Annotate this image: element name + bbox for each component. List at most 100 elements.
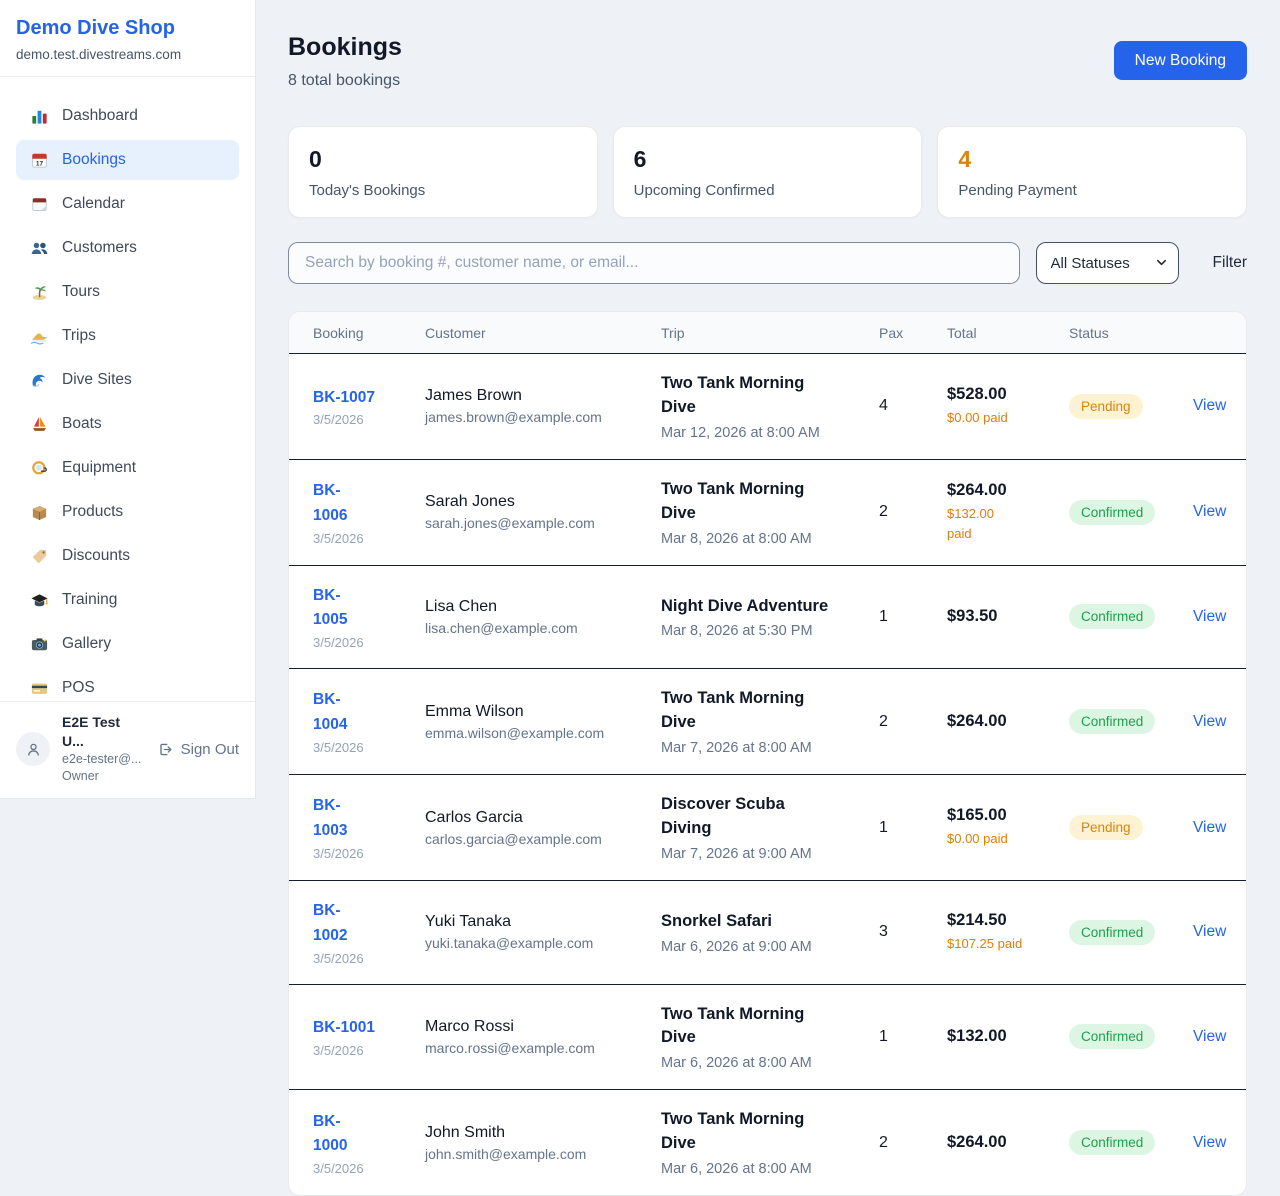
view-link[interactable]: View <box>1193 818 1227 836</box>
stat-value: 0 <box>309 146 322 172</box>
booking-id-link[interactable]: BK- 1004 <box>313 691 348 734</box>
status-badge: Confirmed <box>1069 604 1156 630</box>
svg-text:17: 17 <box>36 160 44 167</box>
sidebar-item-training[interactable]: Training <box>16 580 239 620</box>
people-icon <box>30 239 49 258</box>
person-icon <box>27 743 39 756</box>
paid-amount: $107.25 paid <box>947 936 1023 952</box>
total-amount: $264.00 <box>947 481 1007 500</box>
trip-name: Two Tank Morning Dive <box>661 374 805 416</box>
island-icon <box>30 283 49 302</box>
sidebar-item-label: Dashboard <box>62 107 138 124</box>
customer-email: lisa.chen@example.com <box>425 619 578 636</box>
table-row: BK- 1005 3/5/2026 Lisa Chen lisa.chen@ex… <box>289 566 1246 670</box>
booking-date: 3/5/2026 <box>313 412 364 428</box>
sidebar-item-dive-sites[interactable]: Dive Sites <box>16 360 239 400</box>
booking-id-link[interactable]: BK- 1000 <box>313 1112 348 1155</box>
column-header-booking: Booking <box>313 324 364 341</box>
booking-date: 3/5/2026 <box>313 1042 364 1058</box>
filter-button[interactable]: Filter <box>1212 254 1247 271</box>
stat-card: 6 Upcoming Confirmed <box>612 126 923 218</box>
total-amount: $264.00 <box>947 1133 1007 1152</box>
total-amount: $264.00 <box>947 712 1007 731</box>
sidebar-item-customers[interactable]: Customers <box>16 228 239 268</box>
sidebar-item-discounts[interactable]: Discounts <box>16 536 239 576</box>
view-link[interactable]: View <box>1193 1133 1227 1151</box>
sidebar-item-pos[interactable]: POS <box>16 668 239 708</box>
sidebar-item-equipment[interactable]: Equipment <box>16 448 239 488</box>
sign-out-label: Sign Out <box>180 740 239 758</box>
view-link[interactable]: View <box>1193 503 1227 521</box>
sidebar: Demo Dive Shop demo.test.divestreams.com… <box>0 0 256 799</box>
sidebar-item-tours[interactable]: Tours <box>16 272 239 312</box>
sidebar-item-trips[interactable]: Trips <box>16 316 239 356</box>
pax-count: 1 <box>879 818 888 836</box>
view-link[interactable]: View <box>1193 397 1227 415</box>
stat-value: 6 <box>633 146 647 172</box>
sidebar-item-gallery[interactable]: Gallery <box>16 624 239 664</box>
sign-out-button[interactable]: Sign Out <box>157 741 239 758</box>
dive-mask-icon <box>30 459 49 478</box>
booking-id-link[interactable]: BK- 1005 <box>313 586 348 629</box>
search-input[interactable] <box>288 242 1020 284</box>
booking-id-link[interactable]: BK-1007 <box>313 388 376 406</box>
booking-id-link[interactable]: BK- 1003 <box>313 797 348 840</box>
status-badge: Confirmed <box>1069 1130 1156 1156</box>
brand-name[interactable]: Demo Dive Shop <box>16 17 175 39</box>
trip-time: Mar 12, 2026 at 8:00 AM <box>661 424 820 441</box>
pax-count: 1 <box>879 607 888 625</box>
sidebar-item-label: Bookings <box>62 151 126 168</box>
package-icon <box>30 503 49 522</box>
page-title: Bookings <box>288 33 402 61</box>
customer-name: Emma Wilson <box>425 702 524 720</box>
customer-name: Lisa Chen <box>425 597 498 615</box>
pax-count: 2 <box>879 503 888 521</box>
status-select[interactable]: All Statuses <box>1035 242 1179 284</box>
booking-id-link[interactable]: BK-1001 <box>313 1019 376 1037</box>
stats-row: 0 Today's Bookings 6 Upcoming Confirmed … <box>288 126 1248 218</box>
status-badge: Confirmed <box>1069 919 1156 945</box>
column-header-trip: Trip <box>661 324 685 341</box>
booking-id-link[interactable]: BK- 1002 <box>313 901 348 944</box>
booking-date: 3/5/2026 <box>313 845 364 861</box>
status-badge: Confirmed <box>1069 1024 1156 1050</box>
view-link[interactable]: View <box>1193 1027 1227 1045</box>
table-row: BK- 1006 3/5/2026 Sarah Jones sarah.jone… <box>289 460 1246 566</box>
sidebar-item-dashboard[interactable]: Dashboard <box>16 96 239 136</box>
sign-out-icon <box>159 743 172 756</box>
tag-icon <box>30 547 49 566</box>
bar-chart-icon <box>30 107 49 126</box>
camera-icon <box>30 635 49 654</box>
sidebar-item-bookings[interactable]: 17 Bookings <box>16 140 239 180</box>
new-booking-button[interactable]: New Booking <box>1113 41 1247 80</box>
column-header-customer: Customer <box>425 324 486 341</box>
sidebar-item-products[interactable]: Products <box>16 492 239 532</box>
sidebar-item-calendar[interactable]: Calendar <box>16 184 239 224</box>
trip-time: Mar 8, 2026 at 5:30 PM <box>661 623 813 640</box>
customer-email: carlos.garcia@example.com <box>425 830 602 847</box>
customer-email: james.brown@example.com <box>425 409 602 426</box>
table-row: BK- 1002 3/5/2026 Yuki Tanaka yuki.tanak… <box>289 881 1246 985</box>
customer-name: James Brown <box>425 387 522 405</box>
brand-domain: demo.test.divestreams.com <box>16 47 182 62</box>
stat-label: Pending Payment <box>958 182 1077 199</box>
trip-time: Mar 8, 2026 at 8:00 AM <box>661 530 812 547</box>
sidebar-item-label: Equipment <box>62 459 137 476</box>
trip-name: Discover Scuba Diving <box>661 795 785 838</box>
table-row: BK- 1003 3/5/2026 Carlos Garcia carlos.g… <box>289 775 1246 881</box>
sidebar-item-boats[interactable]: Boats <box>16 404 239 444</box>
pax-count: 2 <box>879 712 888 730</box>
sidebar-item-label: Customers <box>62 239 137 256</box>
view-link[interactable]: View <box>1193 923 1227 941</box>
sidebar-item-label: Discounts <box>62 547 131 564</box>
wave-icon <box>30 371 49 390</box>
status-badge: Confirmed <box>1069 709 1156 735</box>
sidebar-item-label: Dive Sites <box>62 371 132 388</box>
grad-cap-icon <box>30 591 49 610</box>
calendar-date-icon: 17 <box>30 151 49 170</box>
customer-name: John Smith <box>425 1123 506 1141</box>
view-link[interactable]: View <box>1193 712 1227 730</box>
view-link[interactable]: View <box>1193 607 1227 625</box>
booking-id-link[interactable]: BK- 1006 <box>313 481 348 524</box>
stat-card: 0 Today's Bookings <box>288 126 598 218</box>
